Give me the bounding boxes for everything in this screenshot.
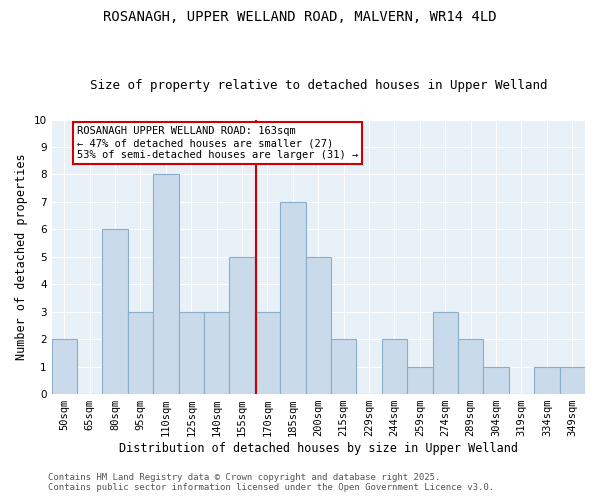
Bar	[560, 366, 585, 394]
Bar	[382, 339, 407, 394]
Bar	[280, 202, 305, 394]
Bar	[153, 174, 179, 394]
Title: Size of property relative to detached houses in Upper Welland: Size of property relative to detached ho…	[89, 79, 547, 92]
Bar	[128, 312, 153, 394]
Bar	[103, 230, 128, 394]
Text: ROSANAGH, UPPER WELLAND ROAD, MALVERN, WR14 4LD: ROSANAGH, UPPER WELLAND ROAD, MALVERN, W…	[103, 10, 497, 24]
Bar	[484, 366, 509, 394]
Bar	[179, 312, 204, 394]
Bar	[204, 312, 229, 394]
Bar	[534, 366, 560, 394]
Y-axis label: Number of detached properties: Number of detached properties	[15, 154, 28, 360]
Bar	[305, 257, 331, 394]
Bar	[407, 366, 433, 394]
Bar	[331, 339, 356, 394]
X-axis label: Distribution of detached houses by size in Upper Welland: Distribution of detached houses by size …	[119, 442, 518, 455]
Text: Contains HM Land Registry data © Crown copyright and database right 2025.: Contains HM Land Registry data © Crown c…	[48, 474, 440, 482]
Bar	[433, 312, 458, 394]
Bar	[229, 257, 255, 394]
Text: Contains public sector information licensed under the Open Government Licence v3: Contains public sector information licen…	[48, 484, 494, 492]
Bar	[52, 339, 77, 394]
Bar	[255, 312, 280, 394]
Bar	[458, 339, 484, 394]
Text: ROSANAGH UPPER WELLAND ROAD: 163sqm
← 47% of detached houses are smaller (27)
53: ROSANAGH UPPER WELLAND ROAD: 163sqm ← 47…	[77, 126, 358, 160]
